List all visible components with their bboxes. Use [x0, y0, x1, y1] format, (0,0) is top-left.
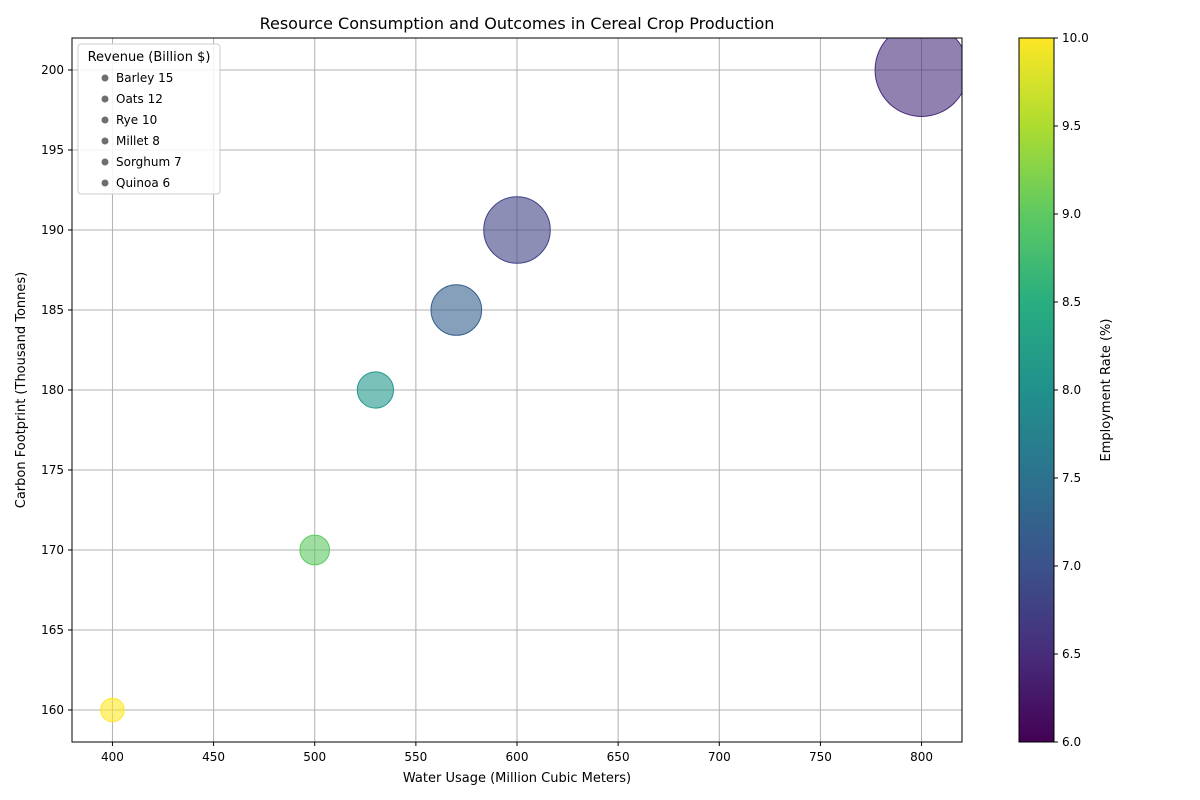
x-tick-label: 650 [607, 750, 630, 764]
colorbar-gradient [1018, 37, 1055, 743]
bubble-sorghum [299, 534, 331, 566]
x-tick-label: 600 [506, 750, 529, 764]
legend-entry-label: Barley 15 [116, 71, 173, 85]
colorbar-tick-label: 8.5 [1062, 295, 1081, 309]
legend-entry-label: Millet 8 [116, 134, 160, 148]
bubble-rye [430, 284, 483, 336]
y-tick-label: 180 [41, 383, 64, 397]
y-tick-label: 190 [41, 223, 64, 237]
bubble-quinoa [100, 697, 125, 723]
x-axis-ticks: 400 450 500 550 600 650 700 750 800 [101, 742, 933, 764]
y-tick-label: 185 [41, 303, 64, 317]
colorbar-tick-label: 9.5 [1062, 119, 1081, 133]
legend-marker [101, 116, 109, 124]
legend-title: Revenue (Billion $) [88, 50, 211, 65]
bubble-millet [356, 371, 395, 409]
colorbar: 6.0 6.5 7.0 7.5 8.0 8.5 9.0 9.5 10.0 Employment … [1018, 31, 1114, 749]
legend-box [77, 43, 221, 195]
chart-title: Resource Consumption and Outcomes in Cer… [260, 14, 775, 33]
x-tick-label: 550 [404, 750, 427, 764]
legend-entry-label: Rye 10 [116, 113, 157, 127]
y-tick-label: 175 [41, 463, 64, 477]
legend-marker [101, 74, 109, 82]
colorbar-tick-label: 9.0 [1062, 207, 1081, 221]
x-tick-label: 500 [303, 750, 326, 764]
x-tick-label: 750 [809, 750, 832, 764]
colorbar-tick-label: 6.5 [1062, 647, 1081, 661]
x-tick-label: 450 [202, 750, 225, 764]
y-axis-ticks: 160 165 170 175 180 185 190 195 200 [41, 63, 72, 717]
legend-marker [101, 95, 109, 103]
y-tick-label: 170 [41, 543, 64, 557]
legend-entry-label: Sorghum 7 [116, 155, 182, 169]
grid-lines [72, 38, 962, 742]
legend-marker [101, 158, 109, 166]
colorbar-tick-label: 6.0 [1062, 735, 1081, 749]
y-tick-label: 200 [41, 63, 64, 77]
legend: Revenue (Billion $) Barley 15 Oats 12 Rye … [77, 43, 221, 195]
colorbar-tick-label: 7.5 [1062, 471, 1081, 485]
colorbar-tick-label: 8.0 [1062, 383, 1081, 397]
colorbar-tick-label: 10.0 [1062, 31, 1089, 45]
legend-entry-label: Oats 12 [116, 92, 163, 106]
x-tick-label: 800 [910, 750, 933, 764]
colorbar-tick-label: 7.0 [1062, 559, 1081, 573]
x-tick-label: 700 [708, 750, 731, 764]
y-tick-label: 195 [41, 143, 64, 157]
legend-entry-label: Quinoa 6 [116, 176, 170, 190]
colorbar-label: Employment Rate (%) [1099, 319, 1114, 462]
legend-entries: Barley 15 Oats 12 Rye 10 Millet 8 Sorghum 7 Q… [101, 71, 182, 190]
colorbar-ticks: 6.0 6.5 7.0 7.5 8.0 8.5 9.0 9.5 10.0 [1054, 31, 1089, 749]
y-axis-label: Carbon Footprint (Thousand Tonnes) [14, 272, 29, 508]
y-tick-label: 160 [41, 703, 64, 717]
data-points [100, 38, 962, 723]
bubble-oats [483, 196, 551, 264]
x-tick-label: 400 [101, 750, 124, 764]
y-tick-label: 165 [41, 623, 64, 637]
x-axis-label: Water Usage (Million Cubic Meters) [403, 771, 631, 786]
legend-marker [101, 179, 109, 187]
bubble-barley [874, 38, 962, 117]
legend-marker [101, 137, 109, 145]
